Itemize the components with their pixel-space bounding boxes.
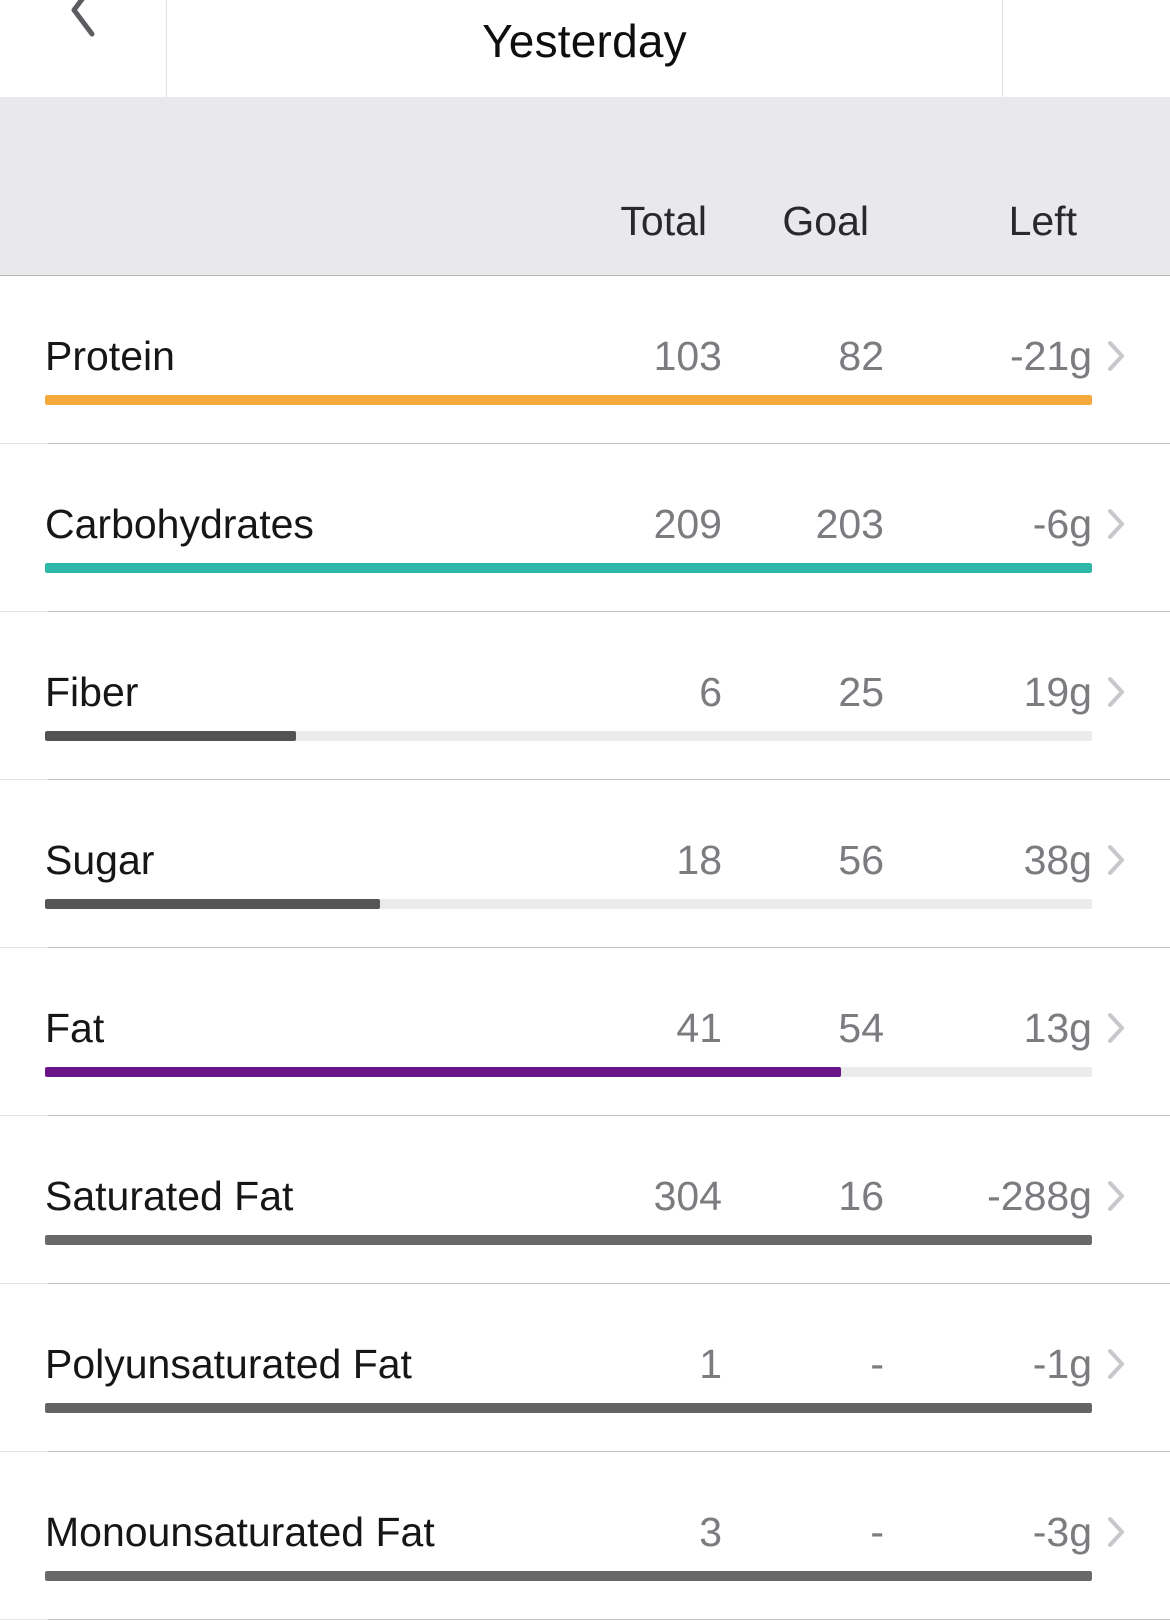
nutrient-row-line: Protein 103 82 -21g bbox=[45, 332, 1125, 380]
nutrient-row-line: Polyunsaturated Fat 1 - -1g bbox=[45, 1340, 1125, 1388]
chevron-right-icon bbox=[1092, 668, 1125, 716]
progress-bar-fill bbox=[45, 899, 381, 909]
nutrient-left-value: -21g bbox=[1009, 333, 1092, 379]
nutrient-row-line: Sugar 18 56 38g bbox=[45, 836, 1125, 884]
progress-bar-fill bbox=[45, 1235, 1092, 1245]
chevron-right-icon bbox=[1092, 1004, 1125, 1052]
nutrient-row[interactable]: Monounsaturated Fat 3 - -3g bbox=[0, 1452, 1170, 1620]
nutrient-total-value: 1 bbox=[699, 1341, 722, 1387]
previous-day-button[interactable] bbox=[0, 0, 166, 97]
progress-bar-track bbox=[45, 563, 1092, 573]
nutrient-row-line: Fiber 6 25 19g bbox=[45, 668, 1125, 716]
nutrient-label: Carbohydrates bbox=[45, 501, 314, 547]
nutrient-row-line: Carbohydrates 209 203 -6g bbox=[45, 500, 1125, 548]
chevron-right-icon bbox=[1092, 1508, 1125, 1556]
nutrient-row[interactable]: Saturated Fat 304 16 -288g bbox=[0, 1116, 1170, 1284]
next-day-button[interactable] bbox=[1003, 0, 1170, 97]
nutrient-table: Protein 103 82 -21g Carbohydrates 209 20… bbox=[0, 276, 1170, 1620]
date-title: Yesterday bbox=[482, 15, 687, 67]
nutrient-total-value: 304 bbox=[653, 1173, 722, 1219]
nutrient-row[interactable]: Protein 103 82 -21g bbox=[0, 276, 1170, 444]
nutrient-left-value: -288g bbox=[987, 1173, 1092, 1219]
progress-bar-fill bbox=[45, 563, 1092, 573]
chevron-right-icon bbox=[1092, 836, 1125, 884]
progress-bar-fill bbox=[45, 395, 1092, 405]
nutrient-row-line: Monounsaturated Fat 3 - -3g bbox=[45, 1508, 1125, 1556]
nutrient-row[interactable]: Carbohydrates 209 203 -6g bbox=[0, 444, 1170, 612]
progress-bar-track bbox=[45, 899, 1092, 909]
progress-bar-fill bbox=[45, 1571, 1092, 1581]
nutrient-goal-value: 16 bbox=[838, 1173, 884, 1219]
nutrient-row[interactable]: Polyunsaturated Fat 1 - -1g bbox=[0, 1284, 1170, 1452]
nutrient-goal-value: - bbox=[870, 1341, 884, 1387]
nutrient-label: Protein bbox=[45, 333, 175, 379]
progress-bar-fill bbox=[45, 1067, 841, 1077]
nutrient-total-value: 6 bbox=[699, 669, 722, 715]
chevron-right-icon bbox=[1092, 1340, 1125, 1388]
nutrient-label: Monounsaturated Fat bbox=[45, 1509, 435, 1555]
progress-bar-track bbox=[45, 1235, 1092, 1245]
nutrient-goal-value: 203 bbox=[815, 501, 884, 547]
chevron-right-icon bbox=[1092, 1172, 1125, 1220]
progress-bar-fill bbox=[45, 731, 297, 741]
nutrient-label: Fat bbox=[45, 1005, 105, 1051]
nutrient-goal-value: 56 bbox=[838, 837, 884, 883]
progress-bar-fill bbox=[45, 1403, 1092, 1413]
progress-bar-track bbox=[45, 1571, 1092, 1581]
nutrient-left-value: 13g bbox=[1023, 1005, 1092, 1051]
nutrient-label: Polyunsaturated Fat bbox=[45, 1341, 412, 1387]
nutrient-total-value: 41 bbox=[676, 1005, 722, 1051]
nutrient-left-value: 38g bbox=[1023, 837, 1092, 883]
nutrient-goal-value: 54 bbox=[838, 1005, 884, 1051]
nutrient-total-value: 3 bbox=[699, 1509, 722, 1555]
column-header-total: Total bbox=[620, 198, 707, 244]
nutrient-label: Saturated Fat bbox=[45, 1173, 294, 1219]
chevron-right-icon bbox=[1092, 332, 1125, 380]
date-navigator: Yesterday bbox=[0, 0, 1170, 97]
nutrient-left-value: 19g bbox=[1023, 669, 1092, 715]
nutrient-row-line: Saturated Fat 304 16 -288g bbox=[45, 1172, 1125, 1220]
nutrient-row[interactable]: Sugar 18 56 38g bbox=[0, 780, 1170, 948]
nutrient-left-value: -3g bbox=[1032, 1509, 1092, 1555]
nutrient-label: Sugar bbox=[45, 837, 155, 883]
progress-bar-track bbox=[45, 731, 1092, 741]
nutrient-goal-value: - bbox=[870, 1509, 884, 1555]
progress-bar-track bbox=[45, 1067, 1092, 1077]
column-header-goal: Goal bbox=[782, 198, 869, 244]
nutrient-left-value: -6g bbox=[1032, 501, 1092, 547]
nav-divider bbox=[166, 0, 167, 97]
nutrient-row-line: Fat 41 54 13g bbox=[45, 1004, 1125, 1052]
nutrient-total-value: 18 bbox=[676, 837, 722, 883]
nutrient-goal-value: 25 bbox=[838, 669, 884, 715]
progress-bar-track bbox=[45, 395, 1092, 405]
nutrient-row[interactable]: Fat 41 54 13g bbox=[0, 948, 1170, 1116]
nutrient-total-value: 209 bbox=[653, 501, 722, 547]
chevron-right-icon bbox=[1092, 500, 1125, 548]
nutrient-goal-value: 82 bbox=[838, 333, 884, 379]
progress-bar-track bbox=[45, 1403, 1092, 1413]
column-header-left: Left bbox=[1008, 198, 1077, 244]
chevron-left-icon bbox=[71, 0, 95, 37]
nav-divider bbox=[1002, 0, 1003, 97]
nutrient-left-value: -1g bbox=[1032, 1341, 1092, 1387]
nutrient-row[interactable]: Fiber 6 25 19g bbox=[0, 612, 1170, 780]
table-column-header: Total Goal Left bbox=[0, 97, 1170, 276]
nutrient-label: Fiber bbox=[45, 669, 139, 715]
nutrient-total-value: 103 bbox=[653, 333, 722, 379]
